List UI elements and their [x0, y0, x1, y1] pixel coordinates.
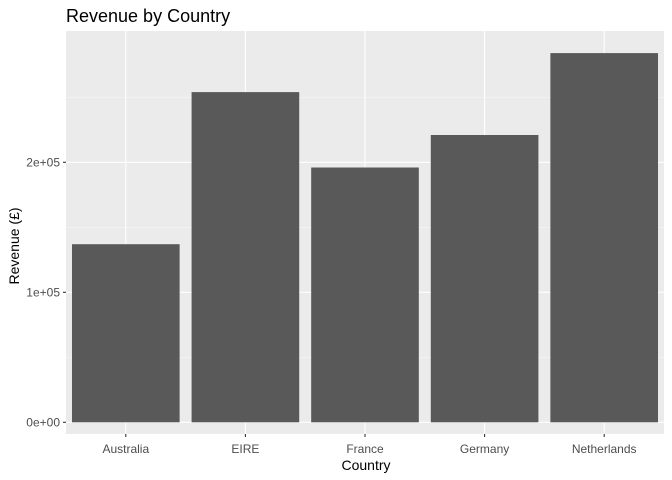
bar-eire [191, 92, 300, 423]
bar-france [311, 167, 419, 423]
y-axis: 0e+00 1e+05 2e+05 [26, 155, 66, 429]
x-tick-label: Australia [102, 442, 149, 456]
chart-title: Revenue by Country [66, 6, 230, 26]
x-tick-label: EIRE [231, 442, 259, 456]
bar-germany [430, 135, 539, 423]
y-tick-label: 2e+05 [26, 155, 60, 169]
y-tick-label: 0e+00 [26, 415, 60, 429]
x-tick-label: Netherlands [572, 442, 637, 456]
bars-group [71, 53, 659, 423]
x-tick-label: France [346, 442, 384, 456]
x-tick-label: Germany [460, 442, 509, 456]
y-tick-label: 1e+05 [26, 285, 60, 299]
x-axis-title: Country [341, 457, 390, 473]
bar-australia [71, 244, 180, 423]
y-axis-title: Revenue (£) [6, 207, 22, 284]
x-axis: Australia EIRE France Germany Netherlands [102, 434, 637, 456]
bar-netherlands [550, 53, 659, 423]
